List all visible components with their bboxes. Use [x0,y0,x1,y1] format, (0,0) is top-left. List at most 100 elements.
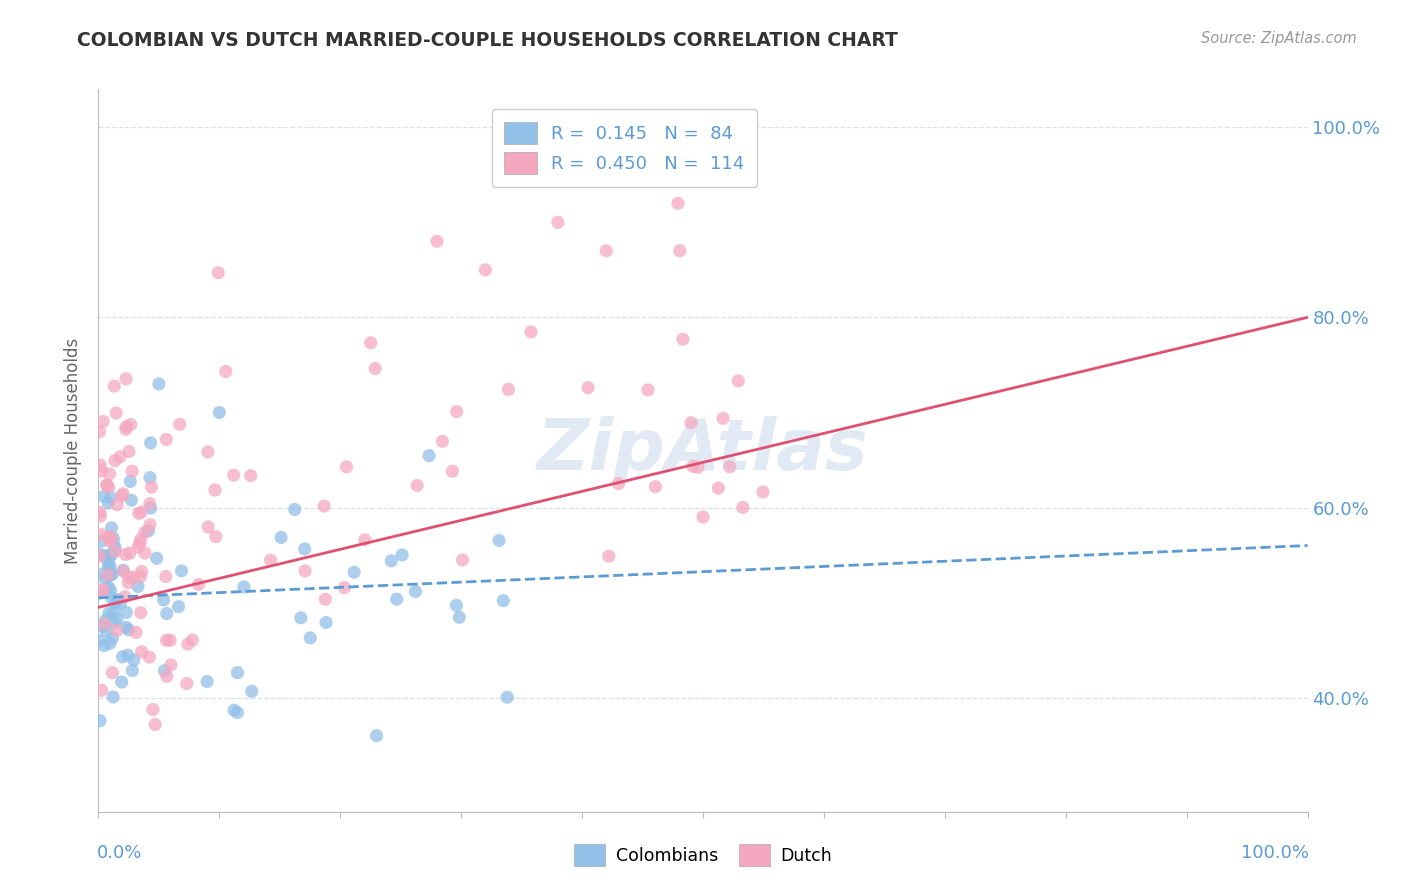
Point [139,436,162,450]
Point [418,449,440,463]
Point [156,607,179,621]
Point [97,496,120,510]
Point [100,521,122,535]
Point [488,533,510,548]
Point [96,478,118,492]
Point [707,481,730,495]
Point [103,532,125,546]
Point [100,567,122,582]
Point [120,493,142,508]
Point [139,517,162,532]
Point [406,478,429,492]
Point [143,717,166,731]
Point [101,665,124,680]
Point [294,564,316,578]
Point [364,361,387,376]
Point [121,464,143,478]
Point [97,559,120,574]
Point [446,599,468,613]
Point [595,244,617,258]
Point [96,624,118,638]
Point [134,546,156,560]
Point [105,611,128,625]
Point [314,592,336,607]
Point [115,620,138,634]
Point [128,536,150,550]
Point [156,633,179,648]
Point [159,633,181,648]
Point [127,579,149,593]
Point [187,577,209,591]
Point [120,417,142,432]
Text: 0.0%: 0.0% [97,844,142,863]
Point [176,676,198,690]
Point [114,590,136,604]
Point [207,266,229,280]
Point [105,624,128,638]
Point [91,584,114,599]
Point [89,714,111,728]
Point [90,683,112,698]
Point [105,498,128,512]
Point [222,468,245,483]
Point [160,657,183,672]
Point [385,592,408,607]
Point [118,444,141,458]
Point [115,606,138,620]
Point [114,422,136,436]
Point [139,501,162,516]
Point [446,404,468,418]
Point [208,405,231,419]
Point [226,665,249,680]
Point [152,593,174,607]
Point [115,372,138,386]
Point [145,551,167,566]
Point [117,575,139,590]
Point [98,533,121,547]
Point [197,445,219,459]
Point [128,507,150,521]
Point [644,480,666,494]
Point [93,639,115,653]
Text: COLOMBIAN VS DUTCH MARRIED-COUPLE HOUSEHOLDS CORRELATION CHART: COLOMBIAN VS DUTCH MARRIED-COUPLE HOUSEH… [77,31,898,50]
Point [94,549,117,563]
Point [156,669,179,683]
Point [197,520,219,534]
Point [103,605,125,619]
Point [669,244,692,258]
Point [138,650,160,665]
Point [111,675,134,690]
Point [103,539,125,553]
Point [98,467,121,481]
Point [93,490,115,504]
Point [94,573,117,587]
Point [195,674,218,689]
Point [104,544,127,558]
Point [141,480,163,494]
Point [94,613,117,627]
Point [353,533,375,547]
Point [226,706,249,720]
Point [112,487,135,501]
Point [110,597,132,611]
Point [89,548,111,562]
Point [343,566,366,580]
Point [391,548,413,562]
Point [122,653,145,667]
Point [104,542,127,557]
Point [598,549,620,564]
Point [727,374,749,388]
Point [259,553,281,567]
Point [155,569,177,583]
Point [692,510,714,524]
Point [335,459,357,474]
Point [315,615,337,630]
Point [139,470,162,484]
Point [97,554,120,568]
Point [129,505,152,519]
Point [607,476,630,491]
Point [108,450,131,464]
Point [103,379,125,393]
Point [426,235,449,249]
Point [112,563,135,577]
